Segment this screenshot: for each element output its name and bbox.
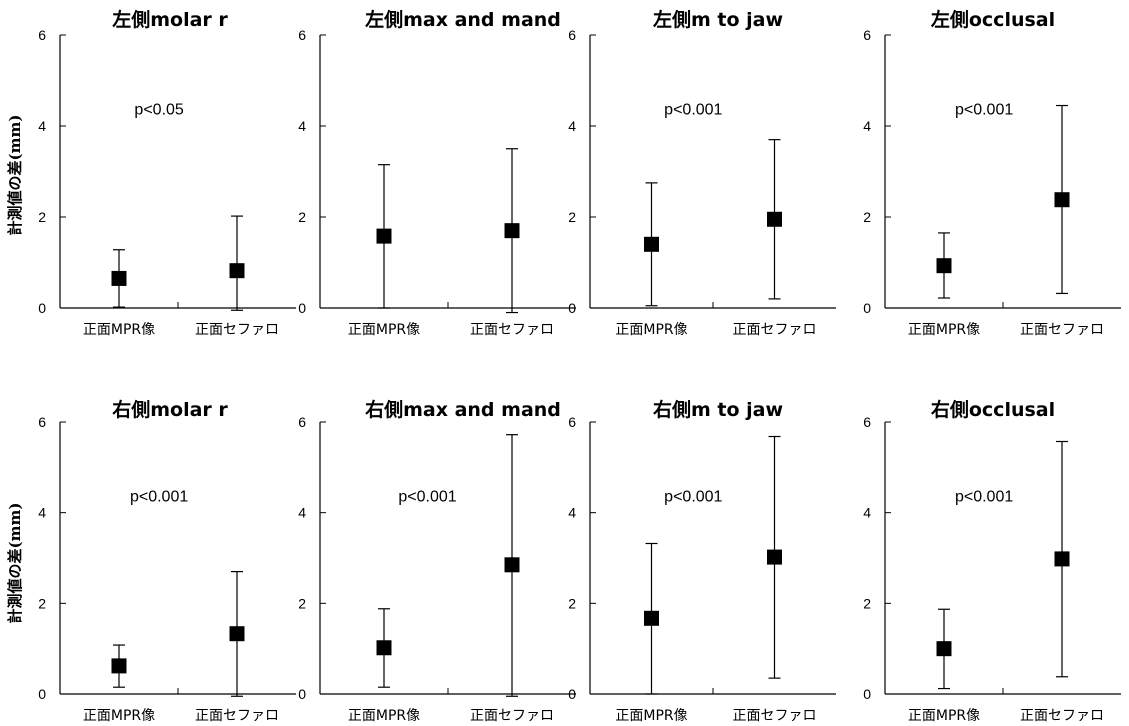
y-tick-label: 6: [38, 27, 46, 43]
y-tick-label: 2: [863, 209, 871, 225]
category-label: 正面MPR像: [908, 322, 980, 338]
y-tick-label: 6: [568, 414, 576, 430]
category-label: 正面セファロ: [470, 708, 554, 724]
category-label: 正面MPR像: [83, 708, 155, 724]
y-tick-label: 6: [568, 27, 576, 43]
p-value-annotation: p<0.001: [398, 488, 456, 505]
panel-title: 右側m to jaw: [652, 398, 783, 421]
mean-marker: [111, 270, 127, 286]
category-label: 正面セファロ: [1020, 322, 1104, 338]
y-tick-label: 0: [568, 686, 576, 702]
y-tick-label: 0: [298, 686, 306, 702]
panel-title: 左側occlusal: [931, 8, 1055, 31]
category-label: 正面MPR像: [615, 708, 687, 724]
p-value-annotation: p<0.001: [664, 102, 722, 119]
y-tick-label: 4: [298, 505, 306, 521]
y-tick-label: 6: [863, 27, 871, 43]
mean-marker: [1054, 192, 1070, 208]
y-tick-label: 2: [568, 209, 576, 225]
mean-marker: [767, 211, 782, 227]
y-tick-label: 0: [863, 686, 871, 702]
y-tick-label: 2: [863, 595, 871, 611]
category-label: 正面セファロ: [733, 708, 817, 724]
y-tick-label: 4: [863, 118, 871, 134]
p-value-annotation: p<0.001: [955, 102, 1013, 119]
category-label: 正面セファロ: [733, 322, 817, 338]
category-label: 正面MPR像: [348, 322, 420, 338]
mean-marker: [504, 223, 520, 239]
y-tick-label: 6: [298, 414, 306, 430]
category-label: 正面セファロ: [1020, 708, 1104, 724]
y-axis-label-bottom: 計測値の差(mm): [6, 503, 24, 624]
y-tick-label: 0: [568, 300, 576, 316]
y-tick-label: 0: [863, 300, 871, 316]
mean-marker: [936, 258, 952, 274]
mean-marker: [229, 626, 245, 642]
panel-title: 右側molar r: [111, 398, 228, 421]
y-tick-label: 6: [38, 414, 46, 430]
p-value-annotation: p<0.05: [134, 102, 183, 119]
category-label: 正面セファロ: [470, 322, 554, 338]
y-tick-label: 6: [298, 27, 306, 43]
mean-marker: [376, 640, 392, 656]
p-value-annotation: p<0.001: [130, 488, 188, 505]
category-label: 正面セファロ: [195, 708, 279, 724]
panel-title: 左側m to jaw: [653, 8, 783, 31]
mean-marker: [767, 549, 782, 565]
category-label: 正面セファロ: [195, 322, 279, 338]
y-tick-label: 0: [298, 300, 306, 316]
y-tick-label: 2: [298, 595, 306, 611]
y-tick-label: 4: [863, 505, 871, 521]
category-label: 正面MPR像: [348, 708, 420, 724]
y-tick-label: 2: [298, 209, 306, 225]
panel-title: 右側occlusal: [930, 398, 1055, 421]
p-value-annotation: p<0.001: [955, 488, 1013, 505]
y-tick-label: 2: [38, 209, 46, 225]
p-value-annotation: p<0.001: [664, 488, 722, 505]
y-tick-label: 2: [38, 595, 46, 611]
y-tick-label: 0: [38, 686, 46, 702]
y-tick-label: 4: [568, 118, 576, 134]
category-label: 正面MPR像: [908, 708, 980, 724]
mean-marker: [504, 557, 520, 573]
mean-marker: [644, 236, 659, 252]
y-tick-label: 4: [38, 118, 46, 134]
mean-marker: [376, 228, 392, 244]
y-tick-label: 4: [298, 118, 306, 134]
y-tick-label: 6: [863, 414, 871, 430]
mean-marker: [111, 658, 127, 674]
panel-title: 右側max and mand: [364, 398, 561, 421]
category-label: 正面MPR像: [83, 322, 155, 338]
panel-title: 左側max and mand: [365, 8, 561, 31]
y-tick-label: 4: [38, 505, 46, 521]
category-label: 正面MPR像: [615, 322, 687, 338]
mean-marker: [644, 610, 659, 626]
mean-marker: [229, 263, 245, 279]
y-tick-label: 4: [568, 505, 576, 521]
panel-title: 左側molar r: [112, 8, 228, 31]
y-axis-label-top: 計測値の差(mm): [6, 115, 24, 236]
y-tick-label: 2: [568, 595, 576, 611]
mean-marker: [936, 641, 952, 657]
y-tick-label: 0: [38, 300, 46, 316]
mean-marker: [1054, 551, 1070, 567]
